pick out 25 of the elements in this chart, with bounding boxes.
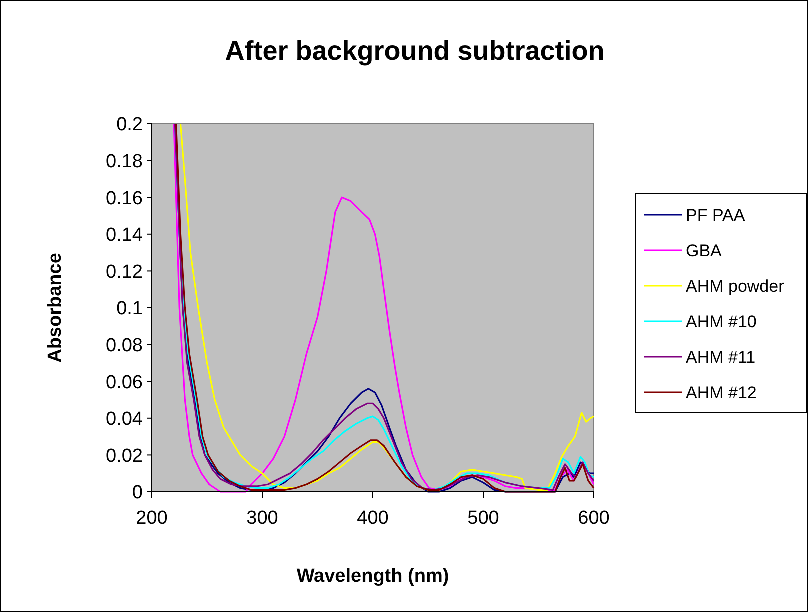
y-tick-label: 0.06 xyxy=(106,372,143,394)
legend-label: AHM #10 xyxy=(686,312,757,332)
x-axis-title: Wavelength (nm) xyxy=(296,566,450,587)
y-tick-label: 0.18 xyxy=(106,151,143,172)
x-tick-label: 600 xyxy=(578,508,610,529)
y-axis-title: Absorbance xyxy=(45,253,66,363)
y-tick-label: 0.2 xyxy=(116,114,143,136)
y-tick-label: 0 xyxy=(132,482,143,504)
x-tick-label: 300 xyxy=(246,508,278,529)
chart-title: After background subtraction xyxy=(225,36,605,66)
legend-label: AHM #11 xyxy=(686,348,756,367)
x-tick-label: 200 xyxy=(136,508,168,529)
y-tick-label: 0.04 xyxy=(106,409,144,430)
legend-label: AHM powder xyxy=(686,276,785,296)
legend-label: GBA xyxy=(686,241,723,260)
y-tick-label: 0.16 xyxy=(106,188,143,210)
y-tick-label: 0.12 xyxy=(106,262,143,283)
y-tick-label: 0.08 xyxy=(106,335,143,356)
x-tick-label: 500 xyxy=(468,508,500,529)
x-tick-label: 400 xyxy=(357,508,389,529)
y-tick-label: 0.1 xyxy=(116,298,143,320)
legend-label: PF PAA xyxy=(686,206,746,225)
y-tick-label: 0.02 xyxy=(106,446,143,467)
y-tick-label: 0.14 xyxy=(106,225,144,246)
legend-label: AHM #12 xyxy=(686,383,757,402)
